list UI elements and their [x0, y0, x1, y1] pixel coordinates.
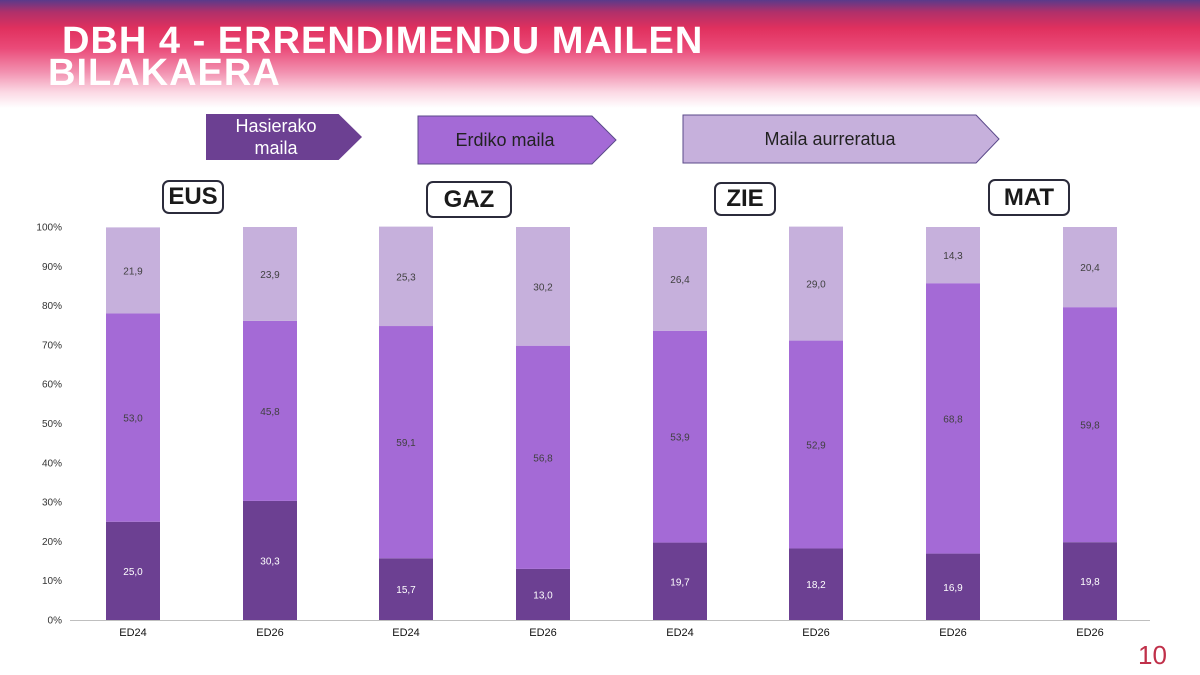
- bar-segment: [653, 227, 707, 331]
- y-tick-label: 80%: [42, 301, 62, 312]
- data-label: 23,9: [260, 270, 280, 281]
- x-tick-label: ED26: [256, 627, 284, 639]
- y-tick-label: 30%: [42, 498, 62, 509]
- data-label: 14,3: [943, 251, 963, 262]
- data-label: 30,3: [260, 556, 280, 567]
- bar-segment: [379, 558, 433, 620]
- y-tick-label: 50%: [42, 419, 62, 430]
- y-tick-label: 20%: [42, 537, 62, 548]
- subject-badge-gaz: GAZ: [426, 181, 512, 218]
- bar-segment: [106, 227, 160, 314]
- data-label: 13,0: [533, 590, 553, 601]
- bar-segment: [789, 226, 843, 341]
- bar-segment: [243, 320, 297, 501]
- page-number: 10: [1138, 640, 1167, 670]
- data-label: 29,0: [806, 280, 826, 291]
- data-label: 52,9: [806, 441, 826, 452]
- bar-segment: [516, 345, 570, 569]
- legend-arrow-hasierako: Hasierako maila: [206, 114, 362, 160]
- y-tick-label: 10%: [42, 576, 62, 587]
- bar-segment: [516, 227, 570, 346]
- y-tick-label: 0%: [48, 616, 63, 627]
- bar-segment: [653, 330, 707, 543]
- data-label: 53,0: [123, 414, 143, 425]
- data-label: 20,4: [1080, 263, 1100, 274]
- bar-segment: [106, 521, 160, 620]
- y-tick-label: 90%: [42, 262, 62, 273]
- y-tick-label: 40%: [42, 458, 62, 469]
- x-tick-label: ED26: [802, 627, 830, 639]
- header-band: [0, 0, 1200, 108]
- bar-segment: [789, 548, 843, 620]
- legend-label-hasierako: Hasierako maila: [235, 116, 317, 158]
- subject-badge-eus: EUS: [162, 180, 224, 214]
- data-label: 26,4: [670, 275, 690, 286]
- data-label: 59,1: [396, 438, 416, 449]
- bar-segment: [653, 542, 707, 620]
- bar-segment: [926, 553, 980, 620]
- x-tick-label: ED24: [392, 627, 420, 639]
- data-label: 68,8: [943, 414, 963, 425]
- x-tick-label: ED26: [529, 627, 557, 639]
- bar-segment: [1063, 307, 1117, 543]
- bar-segment: [926, 283, 980, 554]
- data-label: 25,3: [396, 272, 416, 283]
- y-tick-label: 60%: [42, 380, 62, 391]
- subject-badge-mat: MAT: [988, 179, 1070, 216]
- bar-segment: [789, 340, 843, 549]
- data-label: 19,7: [670, 577, 690, 588]
- bar-segment: [1063, 542, 1117, 620]
- bar-segment: [516, 568, 570, 620]
- x-tick-label: ED26: [1076, 627, 1104, 639]
- subject-badge-zie: ZIE: [714, 182, 776, 216]
- data-label: 18,2: [806, 580, 826, 591]
- data-label: 45,8: [260, 407, 280, 418]
- data-label: 25,0: [123, 567, 143, 578]
- slide-title-line1: DBH 4 - ERRENDIMENDU MAILEN: [62, 20, 704, 62]
- slide-title-line2: BILAKAERA: [48, 52, 281, 94]
- x-tick-label: ED24: [666, 627, 694, 639]
- bar-segment: [243, 500, 297, 620]
- data-label: 56,8: [533, 453, 553, 464]
- data-label: 16,9: [943, 583, 963, 594]
- data-label: 30,2: [533, 282, 553, 293]
- x-tick-label: ED26: [939, 627, 967, 639]
- bar-segment: [379, 226, 433, 327]
- x-tick-label: ED24: [119, 627, 147, 639]
- y-tick-label: 70%: [42, 340, 62, 351]
- bar-segment: [926, 227, 980, 284]
- bar-segment: [379, 326, 433, 559]
- bar-segment: [1063, 227, 1117, 308]
- y-tick-label: 100%: [36, 223, 62, 234]
- bar-segment: [243, 227, 297, 321]
- data-label: 19,8: [1080, 577, 1100, 588]
- data-label: 21,9: [123, 266, 143, 277]
- data-label: 15,7: [396, 585, 416, 596]
- data-label: 53,9: [670, 433, 690, 444]
- bar-segment: [106, 313, 160, 522]
- data-label: 59,8: [1080, 421, 1100, 432]
